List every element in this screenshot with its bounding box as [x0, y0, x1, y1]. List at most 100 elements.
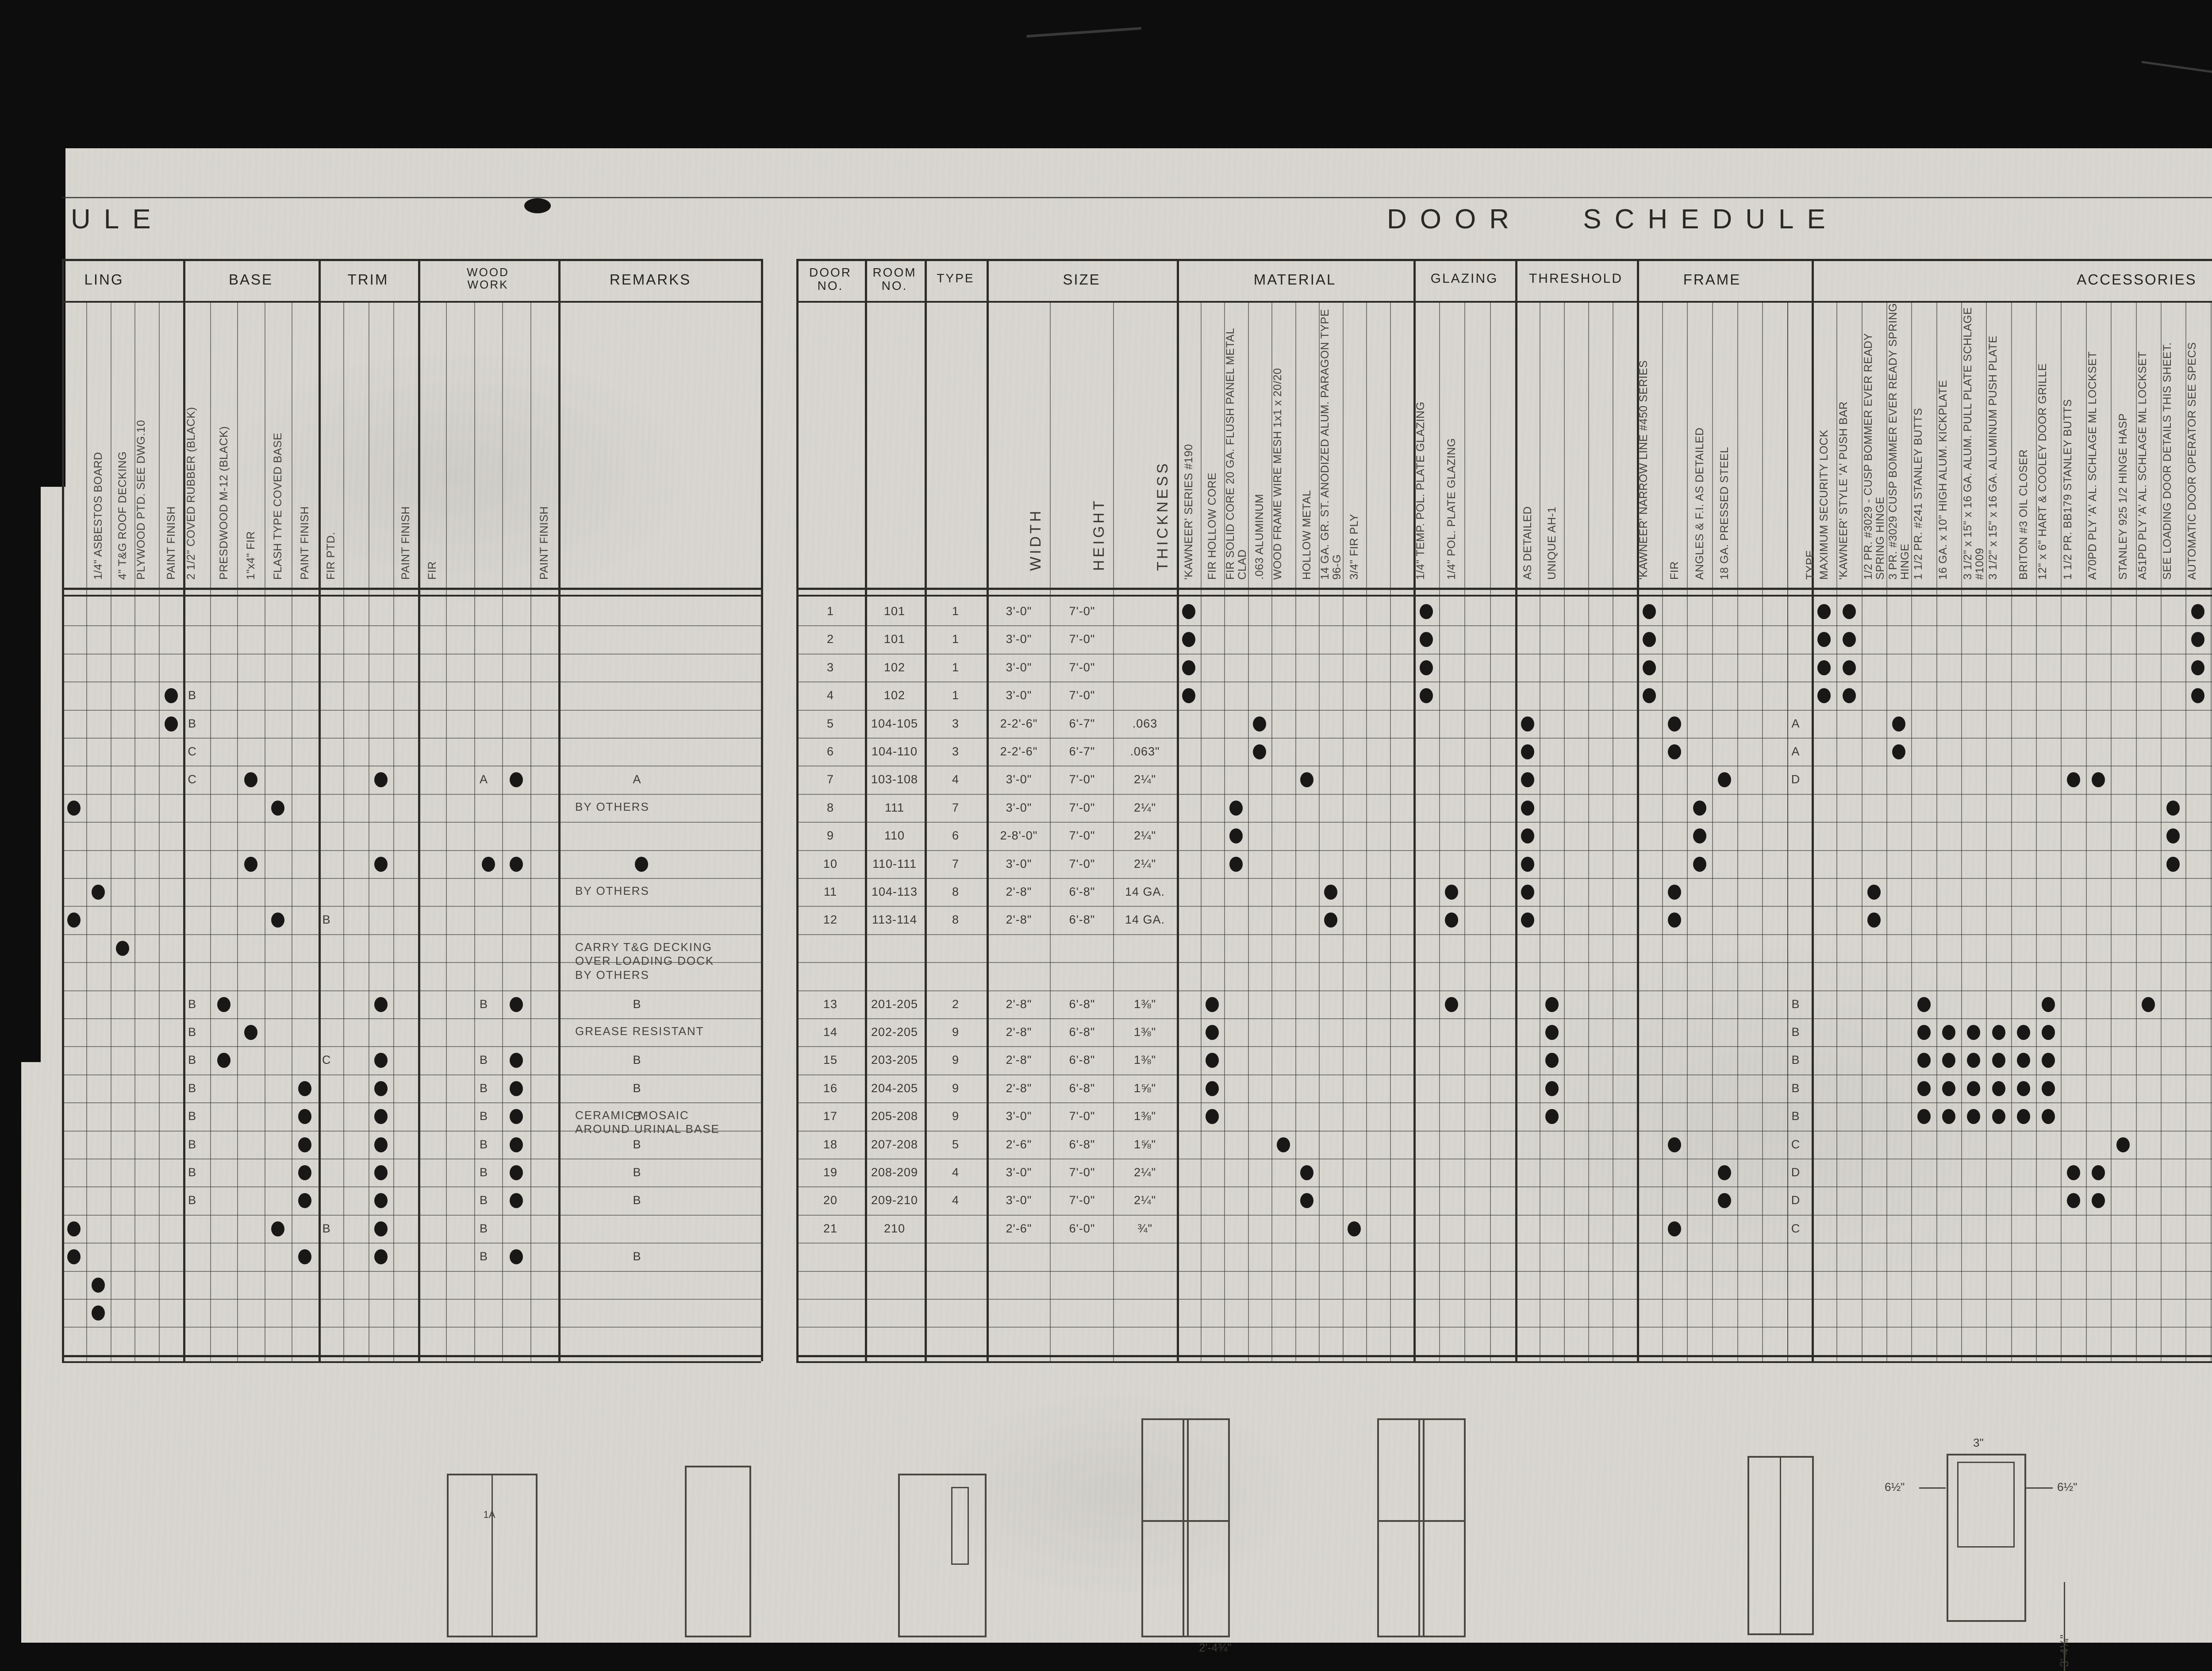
- col-header-a5: 1 1/2 PR. #241 STANLEY BUTTS: [1912, 408, 1924, 580]
- film-border-top: [0, 0, 2212, 148]
- grid-line-v: [418, 259, 420, 1361]
- col-header-height: HEIGHT: [1091, 498, 1107, 571]
- door-row-16-no: 16: [823, 1081, 838, 1095]
- col-header-a11: 1 1/2 PR. BB179 STANLEY BUTTS: [2061, 399, 2074, 580]
- col-header-f3: ANGLES & F.I. AS DETAILED: [1693, 427, 1706, 580]
- grid-line-v: [393, 301, 394, 1361]
- door-row-10-dot-F3: [1693, 856, 1706, 872]
- grid-line-v: [1737, 301, 1738, 1361]
- schedule-letter: B: [188, 1137, 197, 1151]
- door-row-13-dot-A14: [2141, 997, 2155, 1012]
- door-row-2-room: 101: [883, 632, 906, 646]
- door-row-7-type: 4: [952, 773, 960, 786]
- grid-line-h: [796, 934, 2212, 935]
- door-row-20-dot-M6: [1300, 1193, 1314, 1209]
- door-row-19-no: 19: [823, 1166, 838, 1179]
- finish-mark-dot: [298, 1193, 312, 1209]
- door-row-3-height: 7'-0": [1069, 660, 1095, 674]
- finish-mark-dot: [509, 1109, 523, 1124]
- schedule-letter: B: [188, 1166, 197, 1179]
- door-row-13-width: 2'-8": [1006, 997, 1032, 1011]
- door-row-13-dot-M2: [1206, 997, 1219, 1012]
- door-row-7-dot-M6: [1300, 772, 1314, 788]
- finish-mark-dot: [509, 1193, 523, 1209]
- schedule-letter: B: [633, 1137, 641, 1151]
- door-row-13-dot-G2: [1445, 997, 1459, 1012]
- finish-mark-dot: [67, 1249, 81, 1265]
- finish-remark: BY OTHERS: [575, 968, 649, 982]
- finish-col-w5: PAINT FINISH: [538, 506, 551, 580]
- door-row-20-no: 20: [823, 1194, 838, 1207]
- door-row-16-dot-A6: [1942, 1081, 1955, 1096]
- col-header-material: MATERIAL: [1253, 271, 1336, 288]
- grid-line-h: [796, 1355, 2212, 1357]
- door-row-18-dot-F2: [1668, 1137, 1681, 1152]
- door-row-1-dot-F1: [1643, 604, 1656, 619]
- door-row-21-width: 2'-6": [1006, 1221, 1032, 1235]
- col-header-frame: FRAME: [1683, 271, 1741, 288]
- door-elevation-6: [1747, 1456, 1814, 1635]
- schedule-letter: A: [633, 773, 641, 786]
- door-row-20-thickness: 2¼": [1133, 1194, 1156, 1207]
- grid-line-v: [1986, 301, 1987, 1361]
- door-row-11-dot-G2: [1445, 885, 1459, 900]
- door-row-18-dot-M5: [1276, 1137, 1290, 1152]
- col-header-a16: AUTOMATIC DOOR OPERATOR SEE SPECS: [2186, 342, 2199, 580]
- finish-mark-dot: [374, 1165, 388, 1180]
- door-row-16-dot-T2: [1545, 1081, 1559, 1096]
- schedule-letter: A: [479, 773, 488, 786]
- section-header-ceiling: LING: [84, 271, 124, 288]
- schedule-letter: D: [1791, 773, 1801, 786]
- grid-line-h: [796, 681, 2212, 683]
- grid-line-h: [62, 681, 761, 683]
- finish-mark-dot: [217, 997, 230, 1012]
- finish-col-t4: PAINT FINISH: [399, 506, 412, 580]
- schedule-letter: B: [479, 1137, 488, 1151]
- door-row-8-no: 8: [826, 801, 834, 814]
- grid-line-v: [1911, 301, 1912, 1361]
- finish-col-c4: PLYWOOD PTD. SEE DWG.10: [134, 420, 147, 580]
- grid-line-h: [62, 906, 761, 907]
- door-row-2-width: 3'-0": [1006, 632, 1032, 646]
- film-border-left-lower: [0, 1062, 21, 1671]
- grid-line-h: [62, 1243, 761, 1244]
- door-row-11-type: 8: [952, 885, 960, 898]
- door-row-1-width: 3'-0": [1006, 604, 1032, 618]
- door-row-5-dot-M4: [1253, 716, 1267, 732]
- finish-mark-dot: [298, 1109, 312, 1124]
- grid-line-v: [1812, 301, 1813, 1361]
- door-row-19-height: 7'-0": [1069, 1166, 1095, 1179]
- col-header-m2: FIR HOLLOW CORE: [1206, 472, 1219, 580]
- door-row-6-dot-F2: [1668, 744, 1681, 759]
- grid-line-h: [62, 1018, 761, 1019]
- door-elevation-3-vision-lite: [951, 1487, 969, 1565]
- door-row-19-type: 4: [952, 1166, 960, 1179]
- door-row-17-dot-A6: [1942, 1109, 1955, 1124]
- door-elevation-5-midrail: [1379, 1520, 1464, 1522]
- schedule-letter: B: [633, 1081, 641, 1095]
- door-row-17-dot-A5: [1917, 1109, 1931, 1124]
- col-header-a8: 3 1/2" x 15" x 16 GA. ALUMINUM PUSH PLAT…: [1986, 335, 1999, 580]
- door-row-2-dot-F1: [1643, 632, 1656, 647]
- col-header-thickness: THICKNESS: [1154, 461, 1171, 571]
- door-row-12-width: 2'-8": [1006, 913, 1032, 927]
- grid-line-v: [1200, 301, 1202, 1361]
- ink-smudge: [524, 198, 551, 213]
- finish-col-b1: 2 1/2" COVED RUBBER (BLACK): [184, 407, 197, 580]
- schedule-letter: B: [479, 1250, 488, 1263]
- door-row-18-height: 6'-8": [1069, 1137, 1095, 1151]
- grid-line-h: [62, 1327, 761, 1328]
- door-row-15-dot-A8: [1992, 1053, 2005, 1068]
- grid-line-v: [1390, 301, 1391, 1361]
- door-row-15-width: 2'-8": [1006, 1053, 1032, 1067]
- finish-mark-dot: [217, 1053, 230, 1068]
- door-row-11-dot-F2: [1668, 885, 1681, 900]
- grid-line-v: [134, 301, 136, 1361]
- col-header-accessories: ACCESSORIES: [2077, 271, 2197, 288]
- finish-mark-dot: [374, 1053, 388, 1068]
- door-row-13-dot-T2: [1545, 997, 1559, 1012]
- col-header-a2: 'KAWNEER' STYLE 'A' PUSH BAR: [1837, 401, 1850, 580]
- door-row-7-thickness: 2¼": [1133, 773, 1156, 786]
- grid-line-v: [343, 301, 345, 1361]
- grid-line-h: [62, 1186, 761, 1188]
